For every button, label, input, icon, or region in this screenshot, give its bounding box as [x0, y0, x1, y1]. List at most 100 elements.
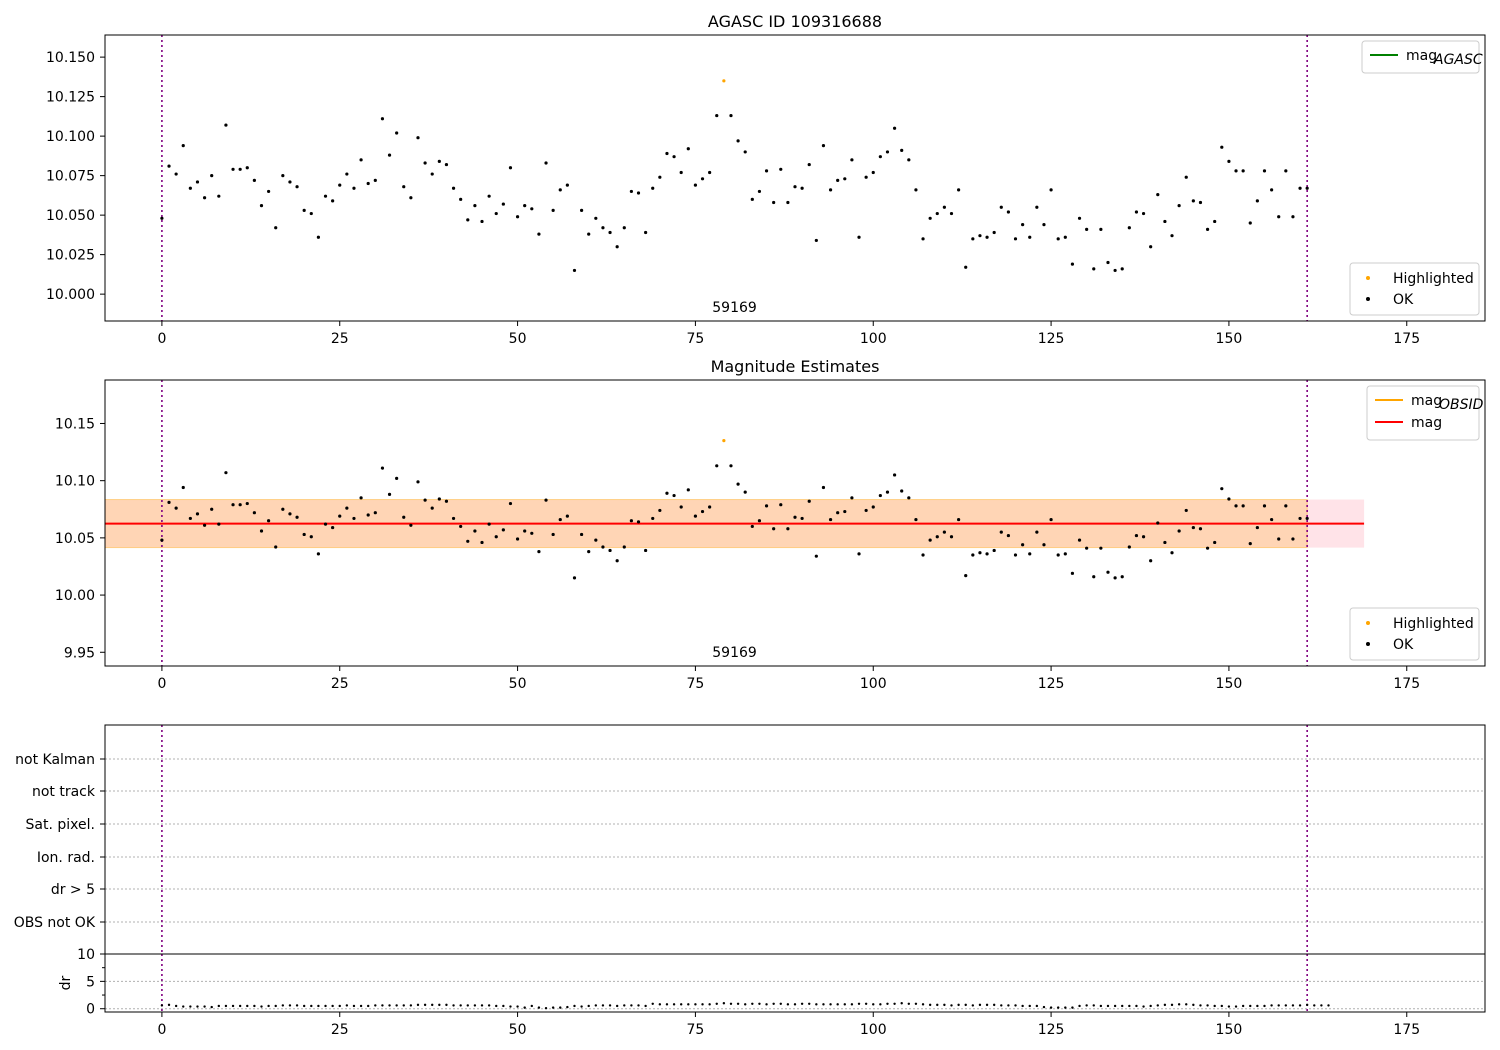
- ok-point: [1092, 575, 1096, 579]
- chart-title: AGASC ID 109316688: [708, 12, 882, 31]
- y-tick-label: 10.050: [46, 208, 95, 224]
- dr-point: [1149, 1004, 1152, 1008]
- ok-point: [885, 150, 890, 154]
- ok-point: [608, 230, 612, 235]
- dr-point: [1007, 1004, 1010, 1007]
- ok-point: [494, 535, 498, 539]
- ok-point: [786, 527, 790, 531]
- dr-point: [580, 1005, 583, 1008]
- ok-point: [288, 512, 292, 516]
- ok-point: [1213, 540, 1217, 545]
- ok-point: [594, 538, 598, 542]
- dr-point: [1327, 1004, 1330, 1007]
- dr-point: [324, 1004, 327, 1008]
- ok-point: [1255, 525, 1259, 530]
- ok-point: [245, 166, 249, 170]
- ok-point: [1262, 169, 1267, 173]
- ok-point: [515, 537, 520, 541]
- dr-point: [1213, 1004, 1216, 1008]
- ok-point: [971, 553, 975, 557]
- ok-point: [793, 515, 797, 519]
- dr-point: [530, 1004, 534, 1008]
- ok-point: [978, 551, 982, 555]
- dr-point: [267, 1004, 270, 1008]
- ok-point: [814, 554, 818, 558]
- dr-point: [352, 1004, 356, 1008]
- legend-box: [1361, 40, 1480, 74]
- ok-point: [1177, 529, 1181, 533]
- x-tick-label: 75: [686, 1022, 704, 1038]
- ok-point: [579, 208, 584, 212]
- ok-point: [1141, 535, 1146, 539]
- dr-point: [1028, 1004, 1031, 1008]
- ok-point: [992, 230, 996, 235]
- ok-point: [878, 493, 882, 498]
- ok-point: [1092, 267, 1096, 271]
- ok-point: [1099, 227, 1103, 231]
- dr-point: [644, 1004, 647, 1008]
- ok-point: [466, 218, 470, 222]
- ok-point: [1021, 223, 1025, 227]
- ok-point: [1106, 570, 1110, 574]
- dr-point: [829, 1003, 832, 1006]
- dr-point: [487, 1004, 491, 1007]
- dr-point: [850, 1003, 854, 1006]
- dr-point: [608, 1004, 612, 1007]
- ok-point: [1070, 262, 1075, 266]
- ok-point: [715, 464, 719, 468]
- x-tick-label: 0: [157, 331, 166, 347]
- ok-point: [900, 489, 904, 493]
- dr-point: [793, 1003, 797, 1006]
- ok-point: [1056, 237, 1060, 241]
- ok-point: [800, 186, 804, 190]
- ok-point: [1134, 210, 1139, 214]
- ok-point: [1141, 211, 1146, 216]
- ok-point: [992, 548, 996, 553]
- dr-point: [1056, 1006, 1060, 1009]
- ok-point: [451, 516, 456, 521]
- dr-point: [317, 1004, 320, 1008]
- ok-point: [459, 197, 463, 201]
- legend-label: Highlighted: [1393, 271, 1474, 287]
- ok-point: [523, 204, 527, 208]
- ok-point: [188, 186, 192, 190]
- ok-point: [572, 268, 577, 273]
- dr-point: [1078, 1004, 1081, 1008]
- dr-point: [1085, 1004, 1088, 1007]
- dr-point: [473, 1004, 477, 1007]
- ok-point: [487, 522, 491, 526]
- dr-point: [366, 1004, 370, 1008]
- dr-point: [893, 1002, 896, 1005]
- ok-point: [530, 207, 534, 211]
- ok-point: [444, 499, 449, 503]
- ok-point: [402, 185, 406, 189]
- ok-point: [608, 548, 612, 553]
- ok-point: [302, 532, 306, 537]
- ok-point: [167, 164, 171, 168]
- x-tick-label: 150: [1216, 676, 1243, 692]
- dr-point: [1064, 1006, 1067, 1009]
- ok-point: [1063, 552, 1067, 556]
- dr-point: [950, 1004, 953, 1007]
- y-tick-label: 9.95: [64, 645, 95, 661]
- ok-point: [1120, 575, 1124, 579]
- dr-point: [672, 1003, 676, 1006]
- dr-point: [502, 1004, 505, 1008]
- dr-point: [544, 1006, 548, 1010]
- ok-point: [430, 506, 434, 510]
- dr-point: [985, 1003, 989, 1007]
- ok-point: [957, 188, 961, 192]
- dr-point: [238, 1004, 242, 1008]
- ok-point: [1035, 205, 1039, 209]
- ok-point: [1269, 188, 1274, 192]
- dr-point: [573, 1004, 576, 1008]
- dr-point: [345, 1004, 349, 1007]
- ok-point: [807, 162, 811, 167]
- dr-point: [694, 1003, 697, 1006]
- dr-point: [516, 1005, 519, 1008]
- ok-point: [1149, 245, 1153, 249]
- ok-point: [195, 512, 200, 516]
- ok-point: [1021, 543, 1025, 547]
- ok-point: [1227, 497, 1231, 501]
- ok-point: [380, 466, 385, 470]
